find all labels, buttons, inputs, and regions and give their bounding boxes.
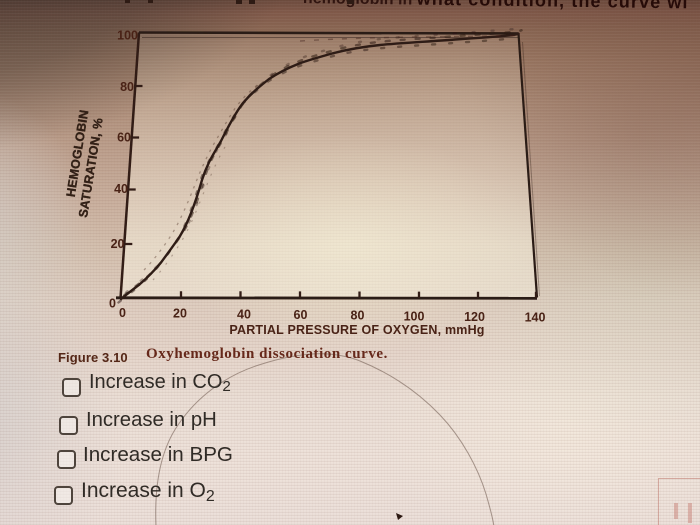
svg-text:60: 60: [117, 131, 131, 145]
svg-text:80: 80: [120, 80, 134, 94]
svg-text:0: 0: [119, 306, 126, 320]
svg-text:20: 20: [173, 307, 187, 321]
svg-text:PARTIAL PRESSURE OF OXYGEN, mm: PARTIAL PRESSURE OF OXYGEN, mmHg: [229, 323, 484, 337]
svg-text:60: 60: [294, 308, 308, 322]
svg-text:0: 0: [109, 297, 116, 311]
svg-text:40: 40: [114, 182, 128, 196]
svg-text:140: 140: [525, 311, 546, 325]
svg-text:120: 120: [464, 310, 485, 324]
svg-text:20: 20: [111, 237, 125, 251]
svg-text:100: 100: [404, 310, 425, 324]
svg-text:80: 80: [351, 309, 365, 323]
svg-text:100: 100: [117, 29, 138, 43]
svg-text:40: 40: [237, 308, 251, 322]
